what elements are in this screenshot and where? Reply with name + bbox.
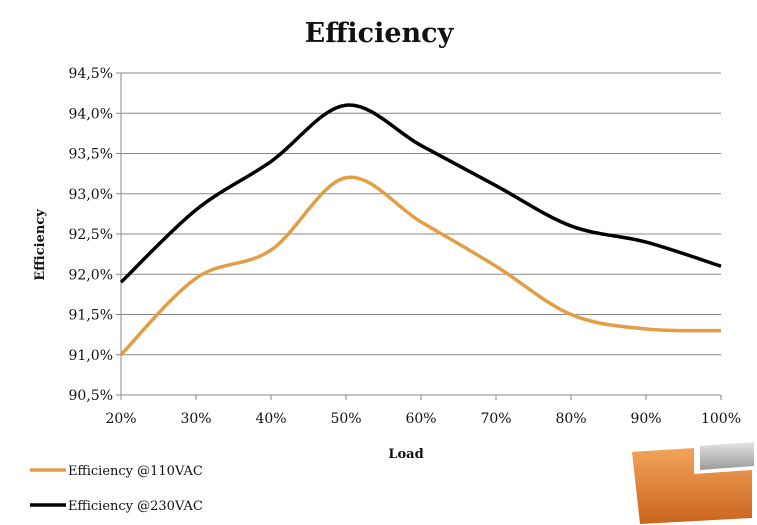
series-line-110vac	[119, 175, 722, 356]
y-ticks: 90,5% 91,0% 91,5% 92,0% 92,5% 93,0% 93,5% 94,0%…	[69, 66, 113, 404]
x-tick-label: 100%	[701, 411, 741, 427]
y-tick-label: 93,0%	[69, 187, 113, 203]
x-tick-label: 90%	[630, 411, 661, 427]
x-tick-label: 60%	[405, 411, 436, 427]
x-tick-label: 50%	[330, 411, 361, 427]
legend-label: Efficiency @110VAC	[68, 464, 203, 479]
y-tick-label: 94,5%	[69, 66, 113, 82]
legend-label: Efficiency @230VAC	[68, 499, 203, 514]
x-axis-label: Load	[388, 447, 423, 462]
y-tick-label: 94,0%	[69, 106, 113, 122]
x-ticks: 20% 30% 40% 50% 60% 70% 80% 90% 100%	[105, 411, 741, 427]
axes	[116, 72, 722, 400]
series-line-230vac	[119, 103, 722, 284]
x-tick-label: 80%	[555, 411, 586, 427]
x-tick-label: 20%	[105, 411, 136, 427]
y-tick-label: 90,5%	[69, 388, 113, 404]
y-tick-label: 92,5%	[69, 227, 113, 243]
x-tick-label: 30%	[180, 411, 211, 427]
y-tick-label: 93,5%	[69, 147, 113, 163]
legit-reviews-logo-icon	[632, 442, 754, 524]
x-tick-label: 70%	[480, 411, 511, 427]
y-axis-label: Efficiency	[33, 209, 48, 281]
y-tick-label: 91,5%	[69, 308, 113, 324]
y-tick-label: 91,0%	[69, 348, 113, 364]
series-lines	[119, 103, 722, 356]
y-tick-label: 92,0%	[69, 267, 113, 283]
grid	[121, 72, 721, 356]
legend: Efficiency @110VAC Efficiency @230VAC	[30, 464, 203, 514]
x-tick-label: 40%	[255, 411, 286, 427]
chart-title: Efficiency	[305, 18, 455, 49]
